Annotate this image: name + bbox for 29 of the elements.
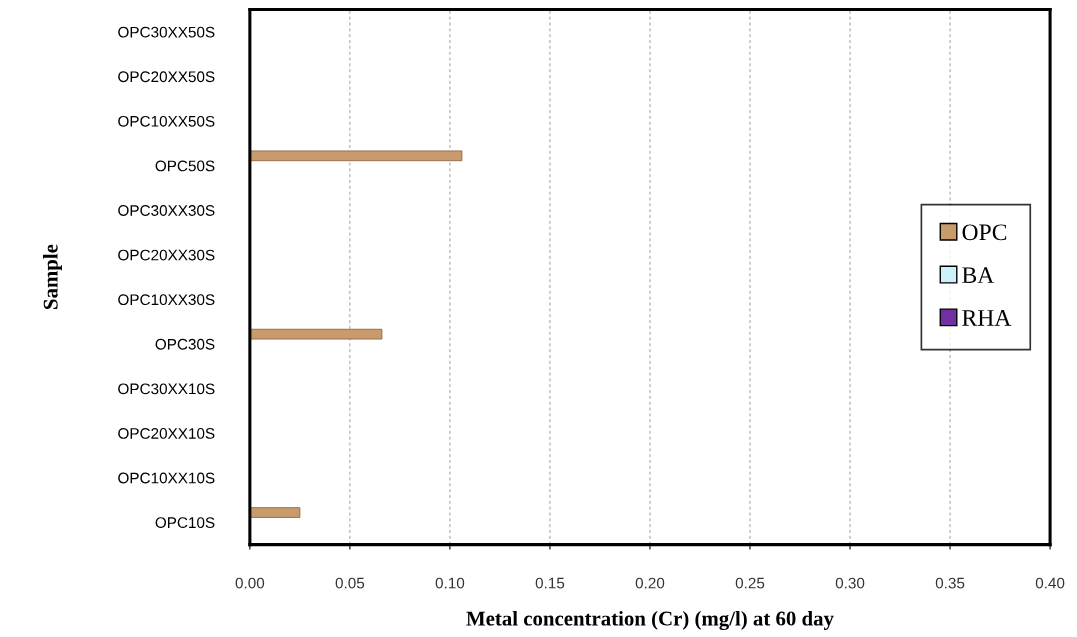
x-tick-label: 0.20 (635, 577, 665, 589)
x-tick-label: 0.10 (435, 577, 465, 589)
bar (249, 507, 301, 518)
y-tick-label: OPC20XX50S (118, 71, 215, 83)
y-tick-label: OPC50S (155, 160, 215, 172)
bar (249, 150, 463, 162)
x-axis-title: Metal concentration (Cr) (mg/l) at 60 day (466, 610, 834, 631)
y-tick-label: OPC30XX10S (118, 383, 215, 395)
y-tick-label: OPC10XX50S (118, 115, 215, 127)
y-tick-label: OPC30XX50S (118, 26, 215, 38)
x-tick-label: 0.40 (1035, 577, 1065, 589)
x-tick-label: 0.00 (235, 577, 265, 589)
y-tick-label: OPC30XX30S (118, 205, 215, 216)
legend-label: RHA (962, 310, 1012, 326)
y-tick-label: OPC20XX10S (118, 428, 215, 439)
y-tick-label: OPC10XX30S (118, 294, 215, 306)
y-tick-label: OPC10S (155, 517, 215, 529)
legend-label: BA (962, 267, 995, 283)
x-tick-label: 0.05 (335, 577, 365, 589)
x-tick-label: 0.30 (835, 577, 865, 589)
y-axis-title: Sample (43, 244, 62, 309)
x-tick-label: 0.15 (535, 577, 565, 589)
x-tick-label: 0.25 (735, 577, 765, 589)
y-tick-label: OPC20XX30S (118, 249, 215, 261)
y-tick-label: OPC30S (155, 338, 215, 350)
x-tick-label: 0.35 (935, 577, 965, 589)
bar (249, 328, 383, 340)
legend-label: OPC (962, 224, 1007, 241)
y-tick-label: OPC10XX10S (118, 472, 215, 484)
